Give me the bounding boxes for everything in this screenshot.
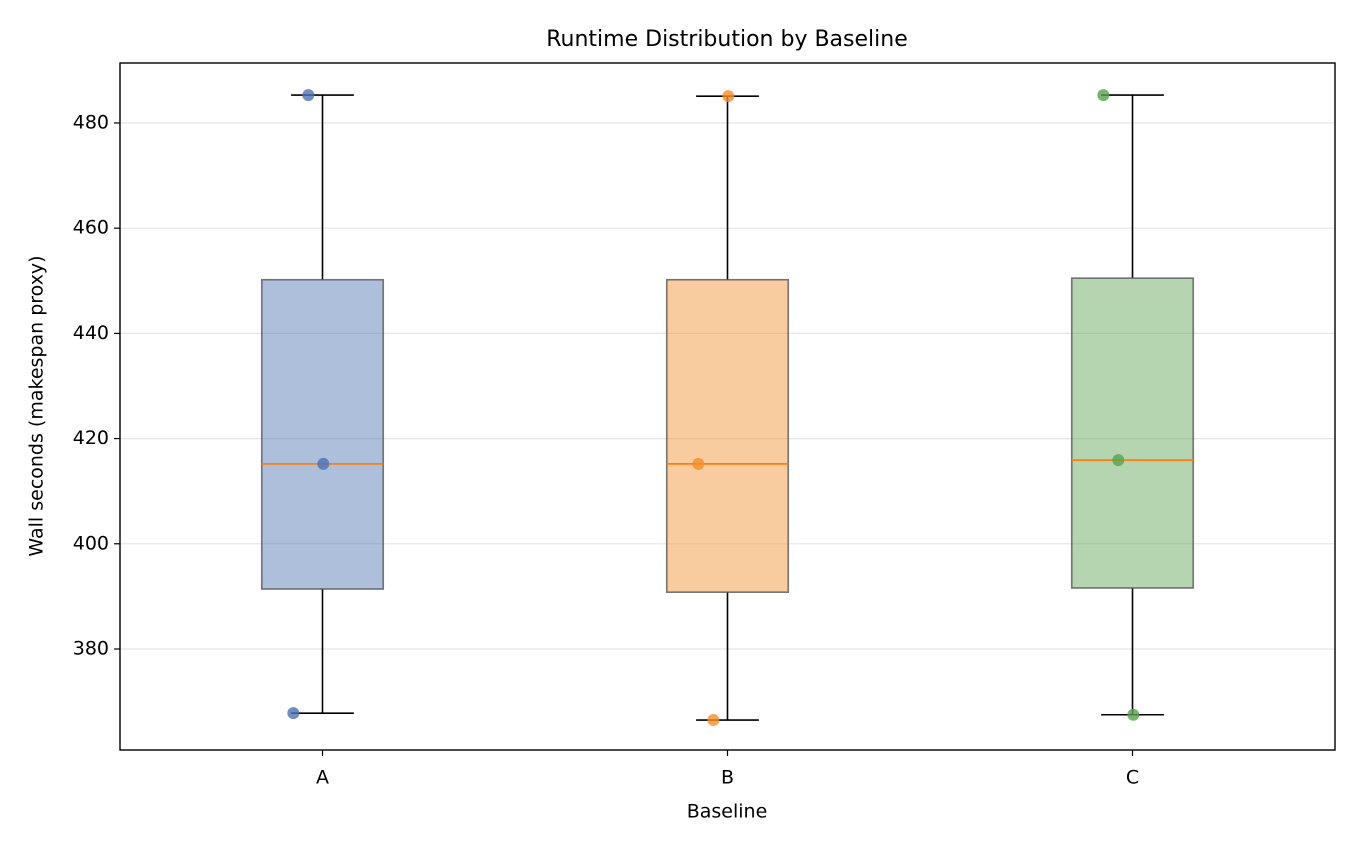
data-point [1097,89,1110,102]
x-tick-label: C [1126,767,1139,789]
chart-title: Runtime Distribution by Baseline [546,27,907,52]
y-tick-label: 460 [73,217,109,239]
x-tick-label: A [316,767,329,789]
x-tick-label: B [721,767,734,789]
data-point [1112,454,1125,467]
box [260,278,385,590]
y-tick-label: 420 [73,427,109,449]
box [1070,277,1195,589]
y-tick-label: 380 [73,638,109,660]
y-tick-label: 480 [73,111,109,133]
y-axis-label: Wall seconds (makespan proxy) [26,255,48,556]
data-point [707,714,720,727]
plot-frame [119,62,1336,751]
y-tick-label: 400 [73,532,109,554]
data-point [1127,708,1140,721]
data-point [692,457,705,470]
box [665,278,790,593]
data-point [287,707,300,720]
data-point [722,90,735,103]
data-point [302,89,315,102]
x-axis-label: Baseline [687,801,768,823]
data-point [317,457,330,470]
y-tick-label: 440 [73,322,109,344]
